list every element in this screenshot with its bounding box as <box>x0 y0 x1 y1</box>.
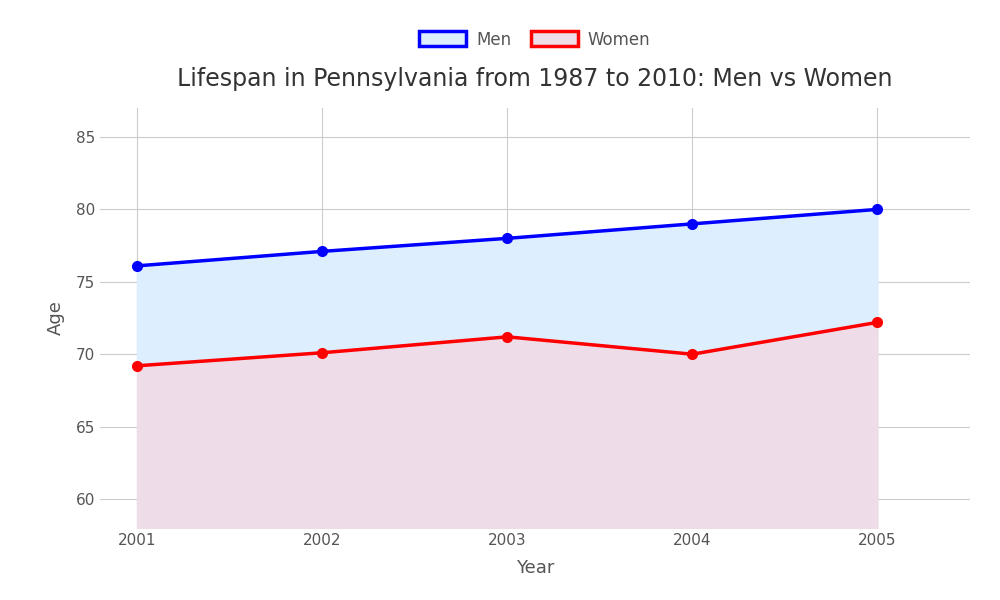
Title: Lifespan in Pennsylvania from 1987 to 2010: Men vs Women: Lifespan in Pennsylvania from 1987 to 20… <box>177 67 893 91</box>
Legend: Men, Women: Men, Women <box>413 24 657 55</box>
Y-axis label: Age: Age <box>47 301 65 335</box>
X-axis label: Year: Year <box>516 559 554 577</box>
